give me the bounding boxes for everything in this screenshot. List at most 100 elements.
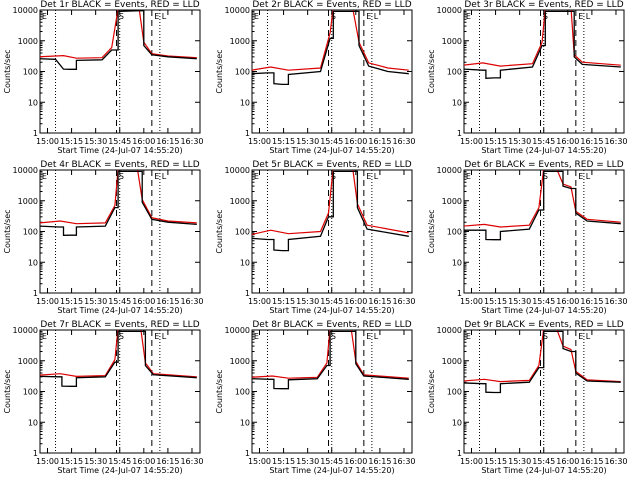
y-tick-label: 100 [235,228,250,237]
x-tick-label: 16:30 [180,457,203,466]
marker-l: L [374,332,379,341]
events-series-line [252,330,409,390]
y-axis-label: Counts/sec [215,369,224,413]
y-tick-label: 10 [240,98,250,107]
x-tick-label: 15:30 [508,297,531,306]
x-tick-label: 15:00 [248,297,271,306]
y-tick-label: 100 [447,388,462,397]
x-axis-label: Start Time (24-Jul-07 14:55:20) [57,466,182,475]
y-axis-label: Counts/sec [3,369,12,413]
y-tick-label: 10000 [225,326,250,335]
panel-title: Det 7r BLACK = Events, RED = LLD [40,320,199,330]
lld-series-line [464,330,621,383]
y-tick-label: 1000 [442,37,462,46]
panel-8: Det 8r BLACK = Events, RED = LLD 1 10 100 10… [215,320,416,475]
x-tick-label: 15:45 [108,457,131,466]
lld-series-line [40,10,197,59]
marker-e: E [466,172,471,181]
lld-series-line [464,10,621,67]
x-axis-label: Start Time (24-Jul-07 14:55:20) [481,306,606,315]
x-tick-label: 16:30 [392,457,415,466]
marker-s: S [119,332,124,341]
marker-e: E [42,12,47,21]
lld-series-line [40,330,197,378]
x-tick-label: 15:30 [84,137,107,146]
marker-e: E [42,172,47,181]
x-tick-label: 16:15 [368,457,391,466]
marker-e: E [254,172,259,181]
x-axis-label: Start Time (24-Jul-07 14:55:20) [481,466,606,475]
panel-6: Det 6r BLACK = Events, RED = LLD 1 10 100 10… [427,160,628,315]
y-tick-label: 10 [28,418,38,427]
x-tick-label: 15:00 [460,137,483,146]
y-tick-label: 10 [28,98,38,107]
x-tick-label: 16:15 [580,137,603,146]
panel-title: Det 2r BLACK = Events, RED = LLD [252,0,411,10]
x-tick-label: 15:15 [272,137,295,146]
x-tick-label: 15:15 [60,137,83,146]
marker-l: L [586,172,591,181]
x-tick-label: 15:30 [296,137,319,146]
panel-4: Det 4r BLACK = Events, RED = LLD 1 10 100 10… [3,160,204,315]
lld-series-line [252,10,409,71]
x-tick-label: 15:45 [320,457,343,466]
x-tick-label: 16:15 [156,457,179,466]
panel-9: Det 9r BLACK = Events, RED = LLD 1 10 100 10… [427,320,628,475]
panel-3: Det 3r BLACK = Events, RED = LLD 1 10 100 10… [427,0,628,155]
y-axis-label: Counts/sec [215,209,224,253]
y-tick-label: 10000 [13,326,38,335]
y-tick-label: 1000 [18,197,38,206]
x-tick-label: 16:30 [392,137,415,146]
x-tick-label: 15:45 [320,137,343,146]
x-axis-label: Start Time (24-Jul-07 14:55:20) [269,306,394,315]
marker-e: E [466,12,471,21]
lld-series-line [252,170,409,236]
lld-series-line [252,330,409,379]
y-tick-label: 10000 [225,6,250,15]
panel-title: Det 6r BLACK = Events, RED = LLD [464,160,623,170]
x-tick-label: 16:30 [180,297,203,306]
y-tick-label: 1000 [18,357,38,366]
panel-2: Det 2r BLACK = Events, RED = LLD 1 10 100 10… [215,0,416,155]
events-series-line [40,10,197,70]
y-tick-label: 100 [447,68,462,77]
x-tick-label: 16:00 [344,297,367,306]
x-tick-label: 15:45 [320,297,343,306]
y-tick-label: 1 [245,129,250,138]
x-tick-label: 15:15 [484,137,507,146]
y-tick-label: 1 [245,289,250,298]
y-tick-label: 10 [452,98,462,107]
x-tick-label: 16:00 [556,137,579,146]
x-tick-label: 15:45 [108,137,131,146]
marker-e: E [154,12,159,21]
x-tick-label: 15:30 [296,297,319,306]
y-tick-label: 100 [235,388,250,397]
marker-e: E [578,332,583,341]
x-tick-label: 16:15 [368,137,391,146]
x-tick-label: 16:30 [180,137,203,146]
x-tick-label: 16:00 [556,297,579,306]
y-axis-label: Counts/sec [427,209,436,253]
x-axis-label: Start Time (24-Jul-07 14:55:20) [57,306,182,315]
x-tick-label: 15:30 [508,457,531,466]
x-tick-label: 16:00 [344,137,367,146]
y-tick-label: 1000 [442,197,462,206]
events-series-line [40,170,197,236]
marker-e: E [366,172,371,181]
marker-e: E [578,172,583,181]
events-series-line [40,330,197,387]
panel-title: Det 9r BLACK = Events, RED = LLD [464,320,623,330]
y-tick-label: 1000 [230,37,250,46]
y-tick-label: 100 [23,68,38,77]
x-axis-label: Start Time (24-Jul-07 14:55:20) [57,146,182,155]
x-tick-label: 15:00 [248,137,271,146]
marker-e: E [366,12,371,21]
x-tick-label: 15:15 [272,457,295,466]
events-series-line [464,10,621,79]
marker-e: E [254,332,259,341]
marker-l: L [374,172,379,181]
x-tick-label: 16:00 [132,137,155,146]
y-tick-label: 10 [240,418,250,427]
